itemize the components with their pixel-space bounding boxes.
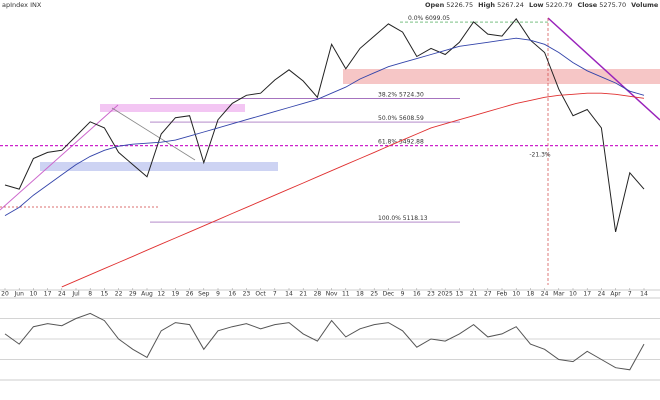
x-tick-label: 18 xyxy=(527,291,535,298)
x-tick-label: 13 xyxy=(456,291,464,298)
x-tick-label: 10 xyxy=(30,291,38,298)
quote-label: Volume xyxy=(631,1,659,9)
x-tick-label: 23 xyxy=(243,291,251,298)
x-tick-label: 11 xyxy=(342,291,350,298)
x-tick-label: Oct xyxy=(255,291,266,298)
x-tick-label: Aug xyxy=(141,291,153,298)
x-tick-label: 14 xyxy=(285,291,293,298)
x-tick-label: 17 xyxy=(44,291,52,298)
fib-label: 38.2% 5724.30 xyxy=(378,91,424,98)
x-tick-label: 16 xyxy=(228,291,236,298)
x-tick-label: 7 xyxy=(628,291,632,298)
drawdown-label: -21.3% xyxy=(529,152,551,159)
quote-value: 5226.75 xyxy=(446,1,473,9)
x-tick-label: Jun xyxy=(14,291,25,298)
x-tick-label: 29 xyxy=(129,291,137,298)
x-tick-label: 21 xyxy=(470,291,478,298)
x-tick-label: 20 xyxy=(1,291,9,298)
x-tick-label: 14 xyxy=(640,291,648,298)
fib-label: 0.0% 6099.05 xyxy=(408,15,450,22)
fib-label: 50.0% 5608.59 xyxy=(378,115,424,122)
fib-label: 61.8% 5492.88 xyxy=(378,139,424,146)
trend-line xyxy=(111,107,196,161)
x-tick-label: 17 xyxy=(583,291,591,298)
x-tick-label: 16 xyxy=(413,291,421,298)
x-tick-label: 28 xyxy=(314,291,322,298)
x-tick-label: 19 xyxy=(172,291,180,298)
fib-label: 100.0% 5118.13 xyxy=(378,215,428,222)
zone xyxy=(100,104,245,112)
support-zone xyxy=(40,162,278,171)
x-tick-label: 7 xyxy=(273,291,277,298)
series-line xyxy=(4,312,645,371)
x-tick-label: Feb xyxy=(497,291,508,298)
x-tick-label: 27 xyxy=(484,291,492,298)
x-tick-label: 15 xyxy=(101,291,109,298)
x-tick-label: 2025 xyxy=(438,291,453,298)
series-line xyxy=(4,17,645,233)
x-tick-label: Mar xyxy=(553,291,565,298)
x-tick-label: Jul xyxy=(71,291,80,298)
quote-value: 5220.79 xyxy=(546,1,573,9)
quote-value: 5267.24 xyxy=(497,1,524,9)
zones xyxy=(0,17,660,381)
quote-label: Close xyxy=(577,1,597,9)
x-tick-label: 12 xyxy=(157,291,165,298)
x-tick-label: 24 xyxy=(58,291,66,298)
x-tick-label: 10 xyxy=(569,291,577,298)
x-tick-label: Apr xyxy=(610,291,621,298)
x-tick-label: 24 xyxy=(598,291,606,298)
x-tick-label: 23 xyxy=(427,291,435,298)
quote-value: 5275.70 xyxy=(599,1,626,9)
x-tick-label: 25 xyxy=(370,291,378,298)
x-tick-label: 8 xyxy=(88,291,92,298)
x-tick-label: Dec xyxy=(383,291,395,298)
x-tick-label: 24 xyxy=(541,291,549,298)
quote-label: Low xyxy=(529,1,544,9)
x-tick-label: 18 xyxy=(356,291,364,298)
symbol: apIndex INX xyxy=(2,1,42,9)
x-tick-label: 9 xyxy=(216,291,220,298)
trend-line xyxy=(547,17,660,121)
x-tick-label: Nov xyxy=(326,291,338,298)
x-tick-label: Sep xyxy=(198,291,210,298)
quote-label: High xyxy=(478,1,495,9)
resistance-zone xyxy=(343,69,660,84)
x-tick-label: 26 xyxy=(186,291,194,298)
x-tick-label: 10 xyxy=(512,291,520,298)
trend-line xyxy=(0,104,119,211)
x-tick-label: 22 xyxy=(115,291,123,298)
series-line xyxy=(61,92,645,288)
series-line xyxy=(4,37,645,216)
quote-label: Open xyxy=(425,1,445,9)
x-tick-label: 9 xyxy=(401,291,405,298)
x-tick-label: 21 xyxy=(299,291,307,298)
